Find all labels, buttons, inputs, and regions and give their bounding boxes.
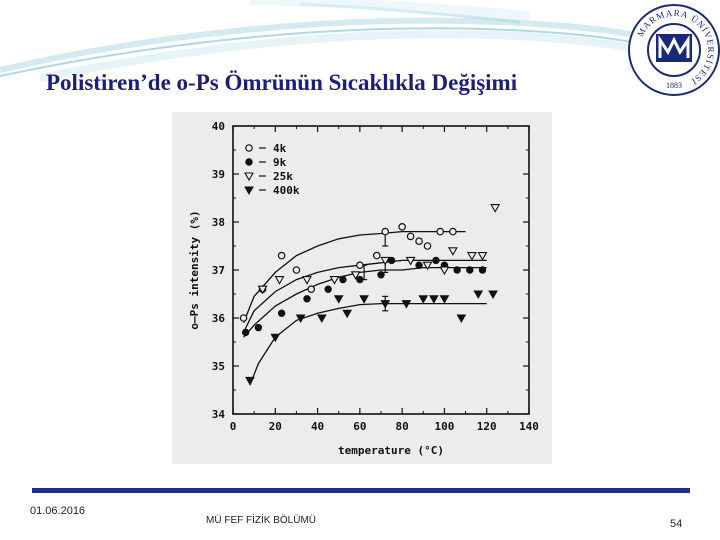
- data-point: [488, 290, 498, 300]
- legend-label: 9k: [273, 156, 287, 169]
- data-point: [292, 266, 301, 274]
- x-tick-label: 0: [230, 420, 237, 433]
- data-point: [342, 309, 353, 319]
- data-point: [277, 309, 286, 317]
- data-point: [456, 314, 467, 324]
- data-point: [423, 242, 432, 250]
- data-point: [387, 256, 396, 265]
- data-point: [339, 275, 347, 284]
- data-point: [436, 227, 445, 236]
- data-point: [356, 261, 364, 270]
- data-point: [270, 333, 281, 343]
- legend-marker: [245, 144, 253, 152]
- data-point: [415, 237, 423, 246]
- data-point: [303, 295, 311, 303]
- x-tick-label: 80: [396, 420, 409, 433]
- y-tick-label: 34: [212, 408, 226, 421]
- x-tick-label: 20: [269, 420, 282, 433]
- data-point: [274, 276, 285, 285]
- data-point: [380, 256, 391, 266]
- university-logo: MARMARA ÜNİVERSİTESİ 1883: [628, 4, 720, 96]
- intensity-temperature-chart: 34 35 36 37 38 39 40 0 20 40 60 80 100 120 140 temperat…: [188, 120, 539, 457]
- y-tick-label: 37: [212, 264, 225, 277]
- data-point: [422, 261, 433, 271]
- data-point: [401, 300, 412, 309]
- data-point: [439, 266, 450, 276]
- data-point: [372, 251, 381, 260]
- data-point: [490, 204, 501, 213]
- x-tick-label: 100: [434, 420, 454, 433]
- data-point: [356, 275, 364, 284]
- x-axis-label: temperature (°C): [338, 444, 444, 457]
- data-point: [449, 227, 457, 236]
- data-point: [302, 276, 312, 285]
- data-point: [466, 252, 477, 261]
- data-point: [453, 266, 461, 274]
- data-point: [415, 261, 423, 269]
- data-point: [324, 285, 332, 293]
- data-point: [241, 328, 250, 337]
- logo-year: 1883: [666, 81, 682, 90]
- y-tick-label: 36: [212, 312, 226, 325]
- data-point: [418, 295, 429, 304]
- header-decoration: [0, 0, 646, 82]
- data-point: [245, 376, 255, 386]
- data-point: [381, 227, 390, 236]
- legend-label: 25k: [273, 170, 293, 183]
- data-point: [466, 266, 474, 274]
- y-tick-label: 40: [212, 120, 225, 133]
- page-number: 54: [670, 518, 683, 530]
- slide-title: Polistiren’de o-Ps Ömrünün Sıcaklıkla De…: [46, 70, 518, 95]
- y-tick-label: 39: [212, 168, 225, 181]
- y-axis-label: o–Ps intensity (%): [188, 210, 201, 329]
- x-tick-label: 120: [477, 420, 497, 433]
- footer-divider: [32, 488, 690, 493]
- data-point: [316, 314, 327, 324]
- legend-marker: [244, 186, 254, 196]
- y-tick-label: 38: [212, 216, 225, 229]
- data-point: [350, 271, 361, 280]
- data-point: [239, 314, 248, 322]
- data-point: [307, 285, 316, 294]
- data-point: [439, 295, 450, 304]
- legend-label: 4k: [273, 142, 287, 155]
- data-point: [398, 223, 406, 231]
- data-point: [406, 232, 415, 241]
- footer-department: MÜ FEF FİZİK BÖLÜMÜ: [206, 515, 316, 526]
- legend-marker: [244, 172, 254, 182]
- data-point: [477, 252, 488, 261]
- footer-date: 01.06.2016: [30, 505, 86, 517]
- data-point: [428, 295, 439, 304]
- data-point: [277, 251, 286, 260]
- chart-panel: 34 35 36 37 38 39 40 0 20 40 60 80 100 120 140 temperat…: [172, 112, 552, 464]
- data-point: [473, 290, 484, 300]
- legend-label: 400k: [273, 184, 300, 197]
- data-point: [478, 266, 487, 274]
- x-tick-label: 140: [519, 420, 539, 433]
- data-point: [257, 285, 268, 295]
- fit-curve: [249, 302, 487, 386]
- data-point: [432, 256, 440, 265]
- data-point: [359, 295, 369, 304]
- data-point: [254, 323, 263, 332]
- data-point: [333, 295, 344, 304]
- data-point: [405, 256, 416, 266]
- x-tick-label: 60: [353, 420, 366, 433]
- data-point: [329, 276, 340, 285]
- fit-curve: [242, 230, 466, 324]
- data-point: [380, 300, 391, 309]
- legend-marker: [245, 158, 253, 166]
- y-tick-label: 35: [212, 360, 225, 373]
- data-point: [447, 247, 458, 256]
- data-point: [295, 314, 306, 324]
- data-point: [377, 271, 385, 279]
- x-tick-label: 40: [311, 420, 324, 433]
